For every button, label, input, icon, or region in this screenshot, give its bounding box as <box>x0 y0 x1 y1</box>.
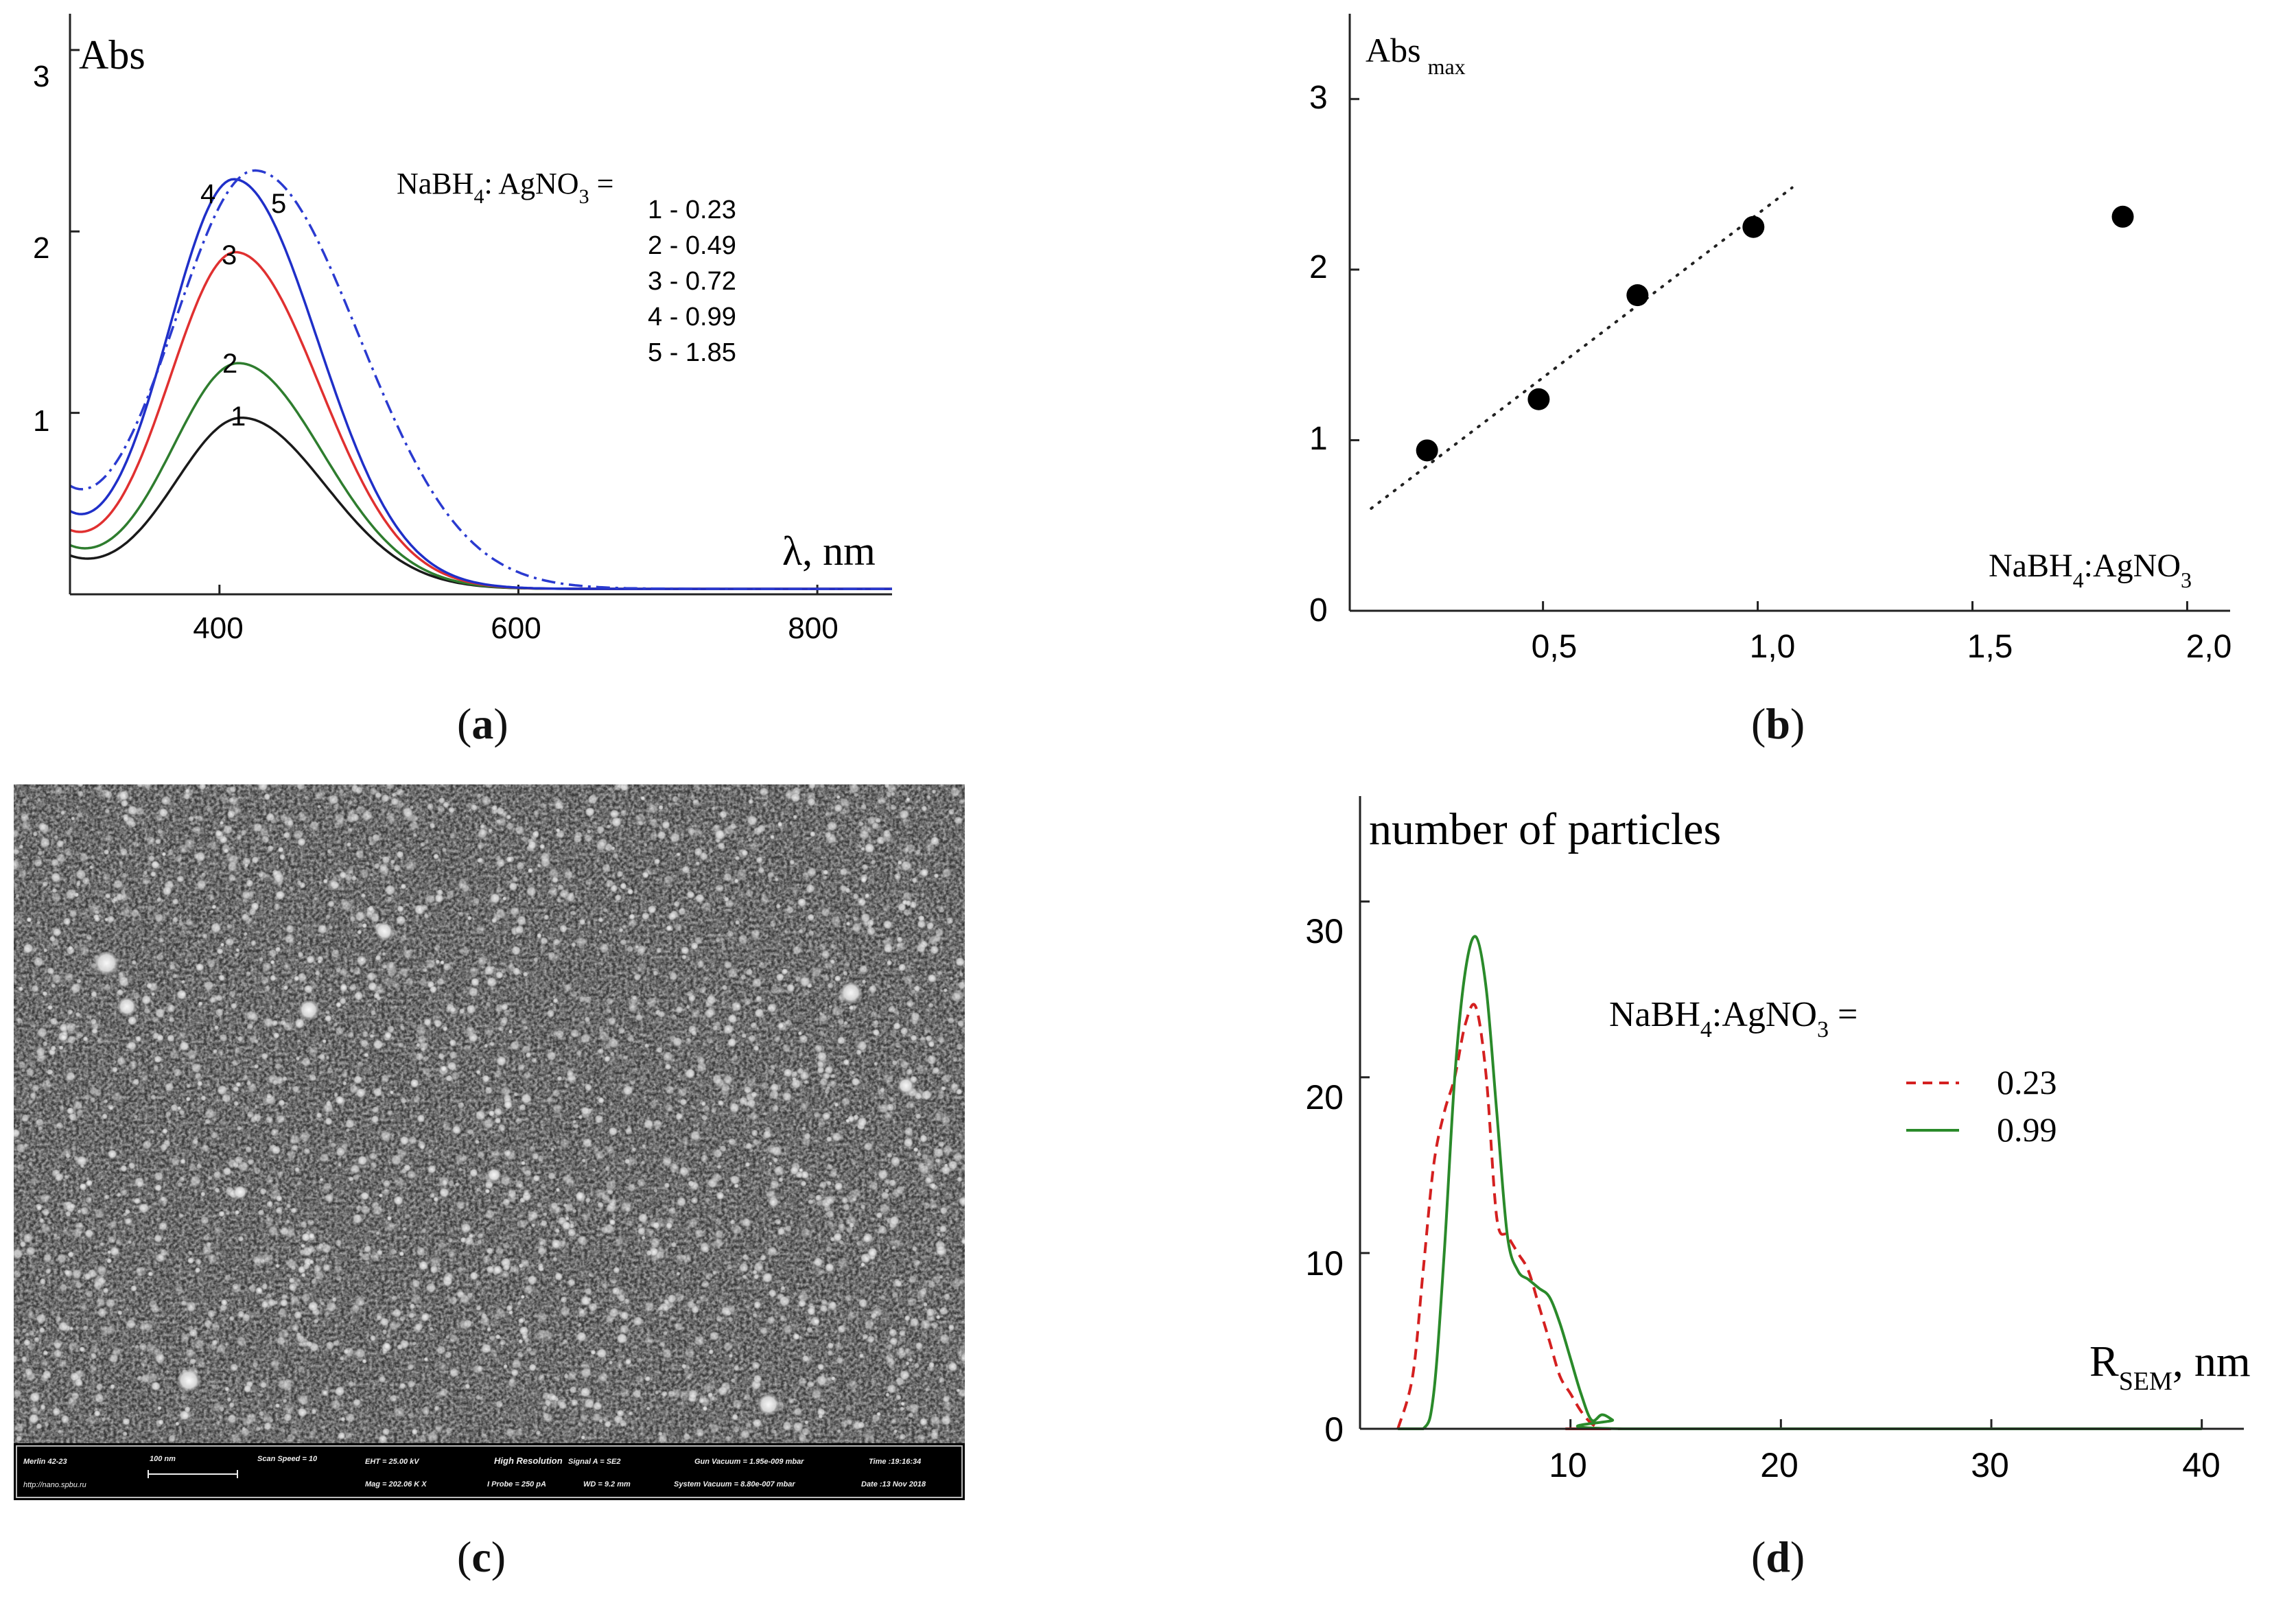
d-xtick-30: 30 <box>1971 1446 2009 1484</box>
b-point-2 <box>1626 284 1649 307</box>
b-xtick-15: 1,5 <box>1967 629 2013 665</box>
chart-d: number of particles RSEM, nm 0 10 20 30 … <box>1305 796 2251 1484</box>
d-legend-label-0.23: 0.23 <box>1997 1063 2057 1101</box>
d-xtick-40: 40 <box>2182 1446 2221 1484</box>
b-ytick-1: 1 <box>1309 421 1328 457</box>
a-series-5 <box>69 169 892 590</box>
sem-particle-9 <box>233 1186 247 1200</box>
d-ytick-0: 0 <box>1324 1410 1344 1449</box>
sem-instrument: Merlin 42-23 <box>23 1458 67 1466</box>
b-ytick-0: 0 <box>1309 592 1328 629</box>
a-curve-label-5: 5 <box>271 189 286 219</box>
a-ylabel: Abs <box>79 32 145 78</box>
b-ytick-2: 2 <box>1309 249 1328 285</box>
a-legend-entry-2: 2 - 0.49 <box>648 231 736 260</box>
a-xtick-600: 600 <box>491 611 541 645</box>
b-ylabel: Abs max <box>1366 31 1466 79</box>
d-series-0.23 <box>1396 1003 2202 1430</box>
sem-time: Time :19:16:34 <box>869 1458 921 1466</box>
caption-d: (d) <box>1751 1532 1805 1581</box>
a-xtick-800: 800 <box>788 611 838 645</box>
b-xlabel: NaBH4:AgNO3 <box>1989 548 2192 592</box>
a-series-2 <box>69 362 892 590</box>
a-ytick-2: 2 <box>33 231 49 265</box>
sem-wd: WD = 9.2 mm <box>583 1480 631 1489</box>
d-xtick-20: 20 <box>1760 1446 1799 1484</box>
a-curve-label-4: 4 <box>200 179 215 209</box>
sem-particle-1 <box>117 998 137 1017</box>
sem-particle-5 <box>898 1078 914 1095</box>
d-legend-label-0.99: 0.99 <box>1997 1110 2057 1149</box>
a-series-4 <box>69 178 892 590</box>
b-ytick-3: 3 <box>1309 80 1328 116</box>
a-legend-entry-1: 1 - 0.23 <box>648 196 736 224</box>
a-legend-entry-5: 5 - 1.85 <box>648 338 736 367</box>
sem-gun-vacuum: Gun Vacuum = 1.95e-009 mbar <box>694 1458 804 1466</box>
a-legend-entry-3: 3 - 0.72 <box>648 267 736 296</box>
sem-probe: I Probe = 250 pA <box>487 1480 546 1489</box>
sem-particle-8 <box>487 1169 501 1182</box>
b-fit-line <box>1370 186 1794 510</box>
b-point-1 <box>1527 388 1550 410</box>
a-ytick-3: 3 <box>33 60 49 93</box>
a-curve-label-1: 1 <box>231 401 246 432</box>
b-point-0 <box>1416 439 1438 462</box>
sem-eht: EHT = 25.00 kV <box>365 1458 420 1466</box>
caption-b: (b) <box>1751 699 1805 748</box>
a-curve-label-2: 2 <box>222 349 237 379</box>
caption-c: (c) <box>457 1532 506 1581</box>
a-legend-entry-4: 4 - 0.99 <box>648 303 736 331</box>
b-xtick-10: 1,0 <box>1750 629 1796 665</box>
caption-a: (a) <box>457 699 508 748</box>
b-xtick-05: 0,5 <box>1532 629 1578 665</box>
sem-particle-4 <box>840 983 862 1005</box>
a-legend-title: NaBH4: AgNO3 = <box>397 167 613 208</box>
d-ylabel: number of particles <box>1369 804 1721 854</box>
sem-mag: Mag = 202.06 K X <box>365 1480 427 1489</box>
a-xtick-400: 400 <box>193 611 243 645</box>
d-xlabel: RSEM, nm <box>2089 1337 2251 1396</box>
sem-signal: Signal A = SE2 <box>568 1458 621 1466</box>
sem-info-bar <box>14 1443 965 1500</box>
sem-particle-6 <box>177 1370 200 1393</box>
b-point-4 <box>2111 205 2134 228</box>
d-legend-title: NaBH4:AgNO3 = <box>1609 995 1858 1042</box>
d-ytick-20: 20 <box>1305 1078 1344 1117</box>
sem-url: http://nano.spbu.ru <box>23 1481 86 1489</box>
sem-particle-3 <box>298 1001 319 1021</box>
a-ytick-1: 1 <box>33 404 49 438</box>
d-ytick-30: 30 <box>1305 912 1344 950</box>
sem-scale-label: 100 nm <box>150 1455 176 1463</box>
sem-system-vacuum: System Vacuum = 8.80e-007 mbar <box>674 1480 795 1489</box>
sem-particle-2 <box>375 923 393 941</box>
d-ytick-10: 10 <box>1305 1244 1344 1283</box>
chart-b: Abs max NaBH4:AgNO3 0 1 2 3 0,5 1,0 1,5 2… <box>1309 14 2232 665</box>
sem-resolution: High Resolution <box>494 1456 563 1466</box>
a-xlabel: λ, nm <box>782 528 876 574</box>
sem-particle-7 <box>758 1394 780 1416</box>
a-series-1 <box>69 416 892 590</box>
d-xtick-10: 10 <box>1549 1446 1587 1484</box>
b-point-3 <box>1742 215 1765 238</box>
sem-particle-0 <box>94 952 119 977</box>
a-series-3 <box>69 250 892 590</box>
chart-a: Abs λ, nm 1 2 3 400 600 800 NaBH4: AgNO3… <box>33 14 892 645</box>
sem-date: Date :13 Nov 2018 <box>861 1480 926 1489</box>
d-series-0.99 <box>1398 935 2202 1430</box>
sem-micrograph: Merlin 42-23 http://nano.spbu.ru 100 nm … <box>14 784 965 1500</box>
a-curve-label-3: 3 <box>222 240 237 270</box>
b-xtick-20: 2,0 <box>2186 629 2232 665</box>
sem-scan-speed: Scan Speed = 10 <box>257 1455 318 1463</box>
